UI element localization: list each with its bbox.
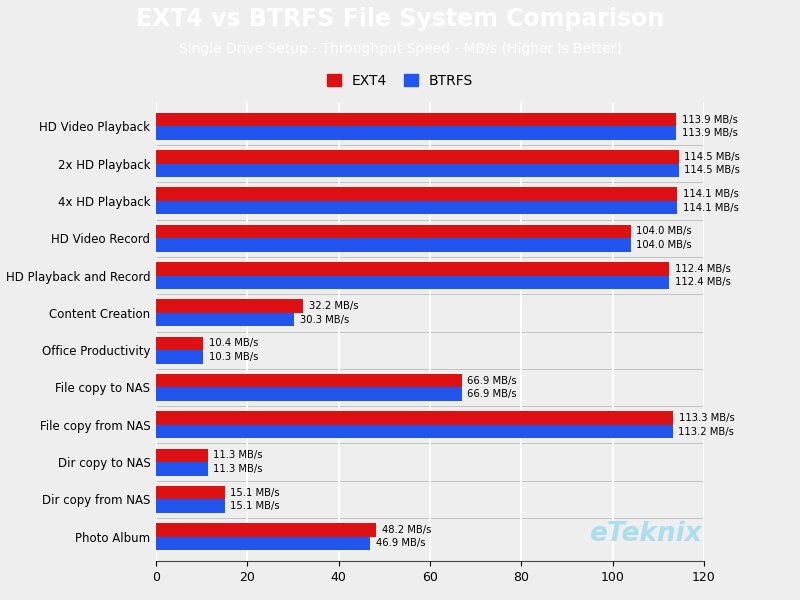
Text: 10.3 MB/s: 10.3 MB/s [209,352,258,362]
Bar [156,523,376,537]
Text: eTeknix: eTeknix [589,521,702,547]
Text: 113.9 MB/s: 113.9 MB/s [682,115,738,125]
Text: 112.4 MB/s: 112.4 MB/s [674,277,730,287]
Bar [156,537,370,550]
Bar [156,187,677,201]
Text: 113.2 MB/s: 113.2 MB/s [678,427,734,437]
Bar [156,412,674,425]
Bar [156,337,203,350]
Text: 66.9 MB/s: 66.9 MB/s [467,389,517,399]
Text: 114.1 MB/s: 114.1 MB/s [682,189,738,199]
Text: 112.4 MB/s: 112.4 MB/s [674,264,730,274]
Bar [156,113,676,126]
Text: 114.1 MB/s: 114.1 MB/s [682,203,738,212]
Text: 15.1 MB/s: 15.1 MB/s [230,488,280,498]
Text: 30.3 MB/s: 30.3 MB/s [300,314,349,325]
Bar [156,425,673,438]
Bar [156,299,303,313]
Bar [156,462,208,476]
Text: 104.0 MB/s: 104.0 MB/s [637,226,692,236]
Bar [156,374,462,388]
Bar [156,150,679,164]
Text: 66.9 MB/s: 66.9 MB/s [467,376,517,386]
Text: 10.4 MB/s: 10.4 MB/s [209,338,258,349]
Bar [156,126,676,140]
Text: Single Drive Setup - Throughput Speed - MB/s (Higher Is Better): Single Drive Setup - Throughput Speed - … [178,42,622,56]
Text: 104.0 MB/s: 104.0 MB/s [637,240,692,250]
Bar [156,225,631,238]
Bar [156,238,631,251]
Text: 114.5 MB/s: 114.5 MB/s [684,165,740,175]
Bar [156,449,208,462]
Bar [156,201,677,214]
Text: 113.9 MB/s: 113.9 MB/s [682,128,738,138]
Bar [156,275,670,289]
Text: 46.9 MB/s: 46.9 MB/s [376,538,425,548]
Text: 15.1 MB/s: 15.1 MB/s [230,501,280,511]
Text: 48.2 MB/s: 48.2 MB/s [382,525,431,535]
Text: 113.3 MB/s: 113.3 MB/s [679,413,734,423]
Bar [156,350,203,364]
Bar [156,486,225,499]
Bar [156,262,670,275]
Bar [156,164,679,177]
Text: EXT4 vs BTRFS File System Comparison: EXT4 vs BTRFS File System Comparison [136,7,664,31]
Text: 32.2 MB/s: 32.2 MB/s [309,301,358,311]
Text: 11.3 MB/s: 11.3 MB/s [213,451,262,460]
Text: 114.5 MB/s: 114.5 MB/s [684,152,740,162]
Bar [156,499,225,513]
Bar [156,388,462,401]
Text: 11.3 MB/s: 11.3 MB/s [213,464,262,474]
Bar [156,313,294,326]
Legend: EXT4, BTRFS: EXT4, BTRFS [322,70,478,92]
